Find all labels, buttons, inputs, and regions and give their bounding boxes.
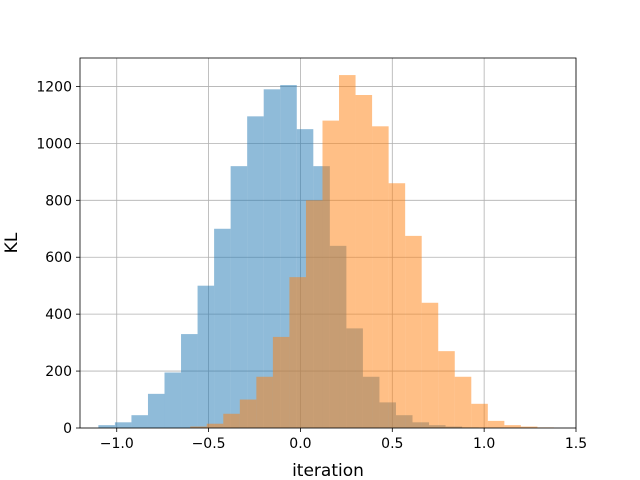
histogram-bar [372, 126, 389, 429]
y-axis-ticks: 0 200 400 600 800 1000 1200 [36, 79, 80, 437]
histogram-bar [388, 183, 406, 428]
histogram-bar [272, 336, 290, 428]
axes [79, 57, 577, 429]
y-tick-label: 800 [45, 193, 72, 209]
histogram-bar [256, 376, 273, 428]
histogram-bar [421, 302, 439, 428]
x-axis-ticks: −1.0 −0.5 0.0 0.5 1.0 1.5 [100, 428, 587, 452]
histogram-bar [131, 415, 148, 428]
histogram-bar [114, 422, 132, 428]
y-tick-label: 600 [45, 250, 72, 266]
histogram-bar [223, 413, 240, 428]
histogram-bar [239, 399, 257, 428]
series-1 [190, 75, 554, 429]
y-tick-label: 1000 [36, 136, 72, 152]
histogram-bar [305, 200, 323, 428]
histogram-bar [230, 166, 248, 428]
histogram-bar [520, 426, 538, 428]
histogram-bar [181, 334, 198, 428]
x-tick-label: −1.0 [100, 436, 134, 452]
histogram-bar [438, 351, 455, 428]
histogram-bar [247, 116, 264, 428]
y-axis-label: KL [2, 232, 22, 253]
y-tick-label: 400 [45, 307, 72, 323]
histogram-bar [206, 423, 224, 428]
histogram-bar [322, 120, 340, 428]
histogram-bar [504, 425, 521, 428]
y-tick-label: 200 [45, 364, 72, 380]
x-tick-label: 0.5 [381, 436, 403, 452]
y-tick-label: 1200 [36, 79, 72, 95]
histogram-bar [289, 277, 306, 428]
histogram-bar [487, 420, 505, 428]
histogram-bar [405, 235, 422, 428]
histogram-bar [214, 228, 231, 428]
histogram-bar [339, 75, 356, 429]
x-tick-label: 1.5 [565, 436, 587, 452]
histogram-bar [164, 372, 182, 428]
histogram-bar [471, 403, 488, 428]
histogram-bar [454, 376, 472, 428]
x-axis-label: iteration [292, 461, 364, 480]
histogram-bar [190, 426, 207, 428]
x-tick-label: 1.0 [473, 436, 495, 452]
histogram-bar [355, 95, 373, 428]
y-tick-label: 0 [63, 421, 72, 437]
bars [98, 75, 554, 429]
plot-frame [79, 57, 577, 429]
histogram-bar [147, 393, 165, 428]
x-tick-label: −0.5 [192, 436, 226, 452]
histogram-bar [98, 425, 115, 428]
x-tick-label: 0.0 [289, 436, 311, 452]
histogram-bar [197, 285, 215, 428]
